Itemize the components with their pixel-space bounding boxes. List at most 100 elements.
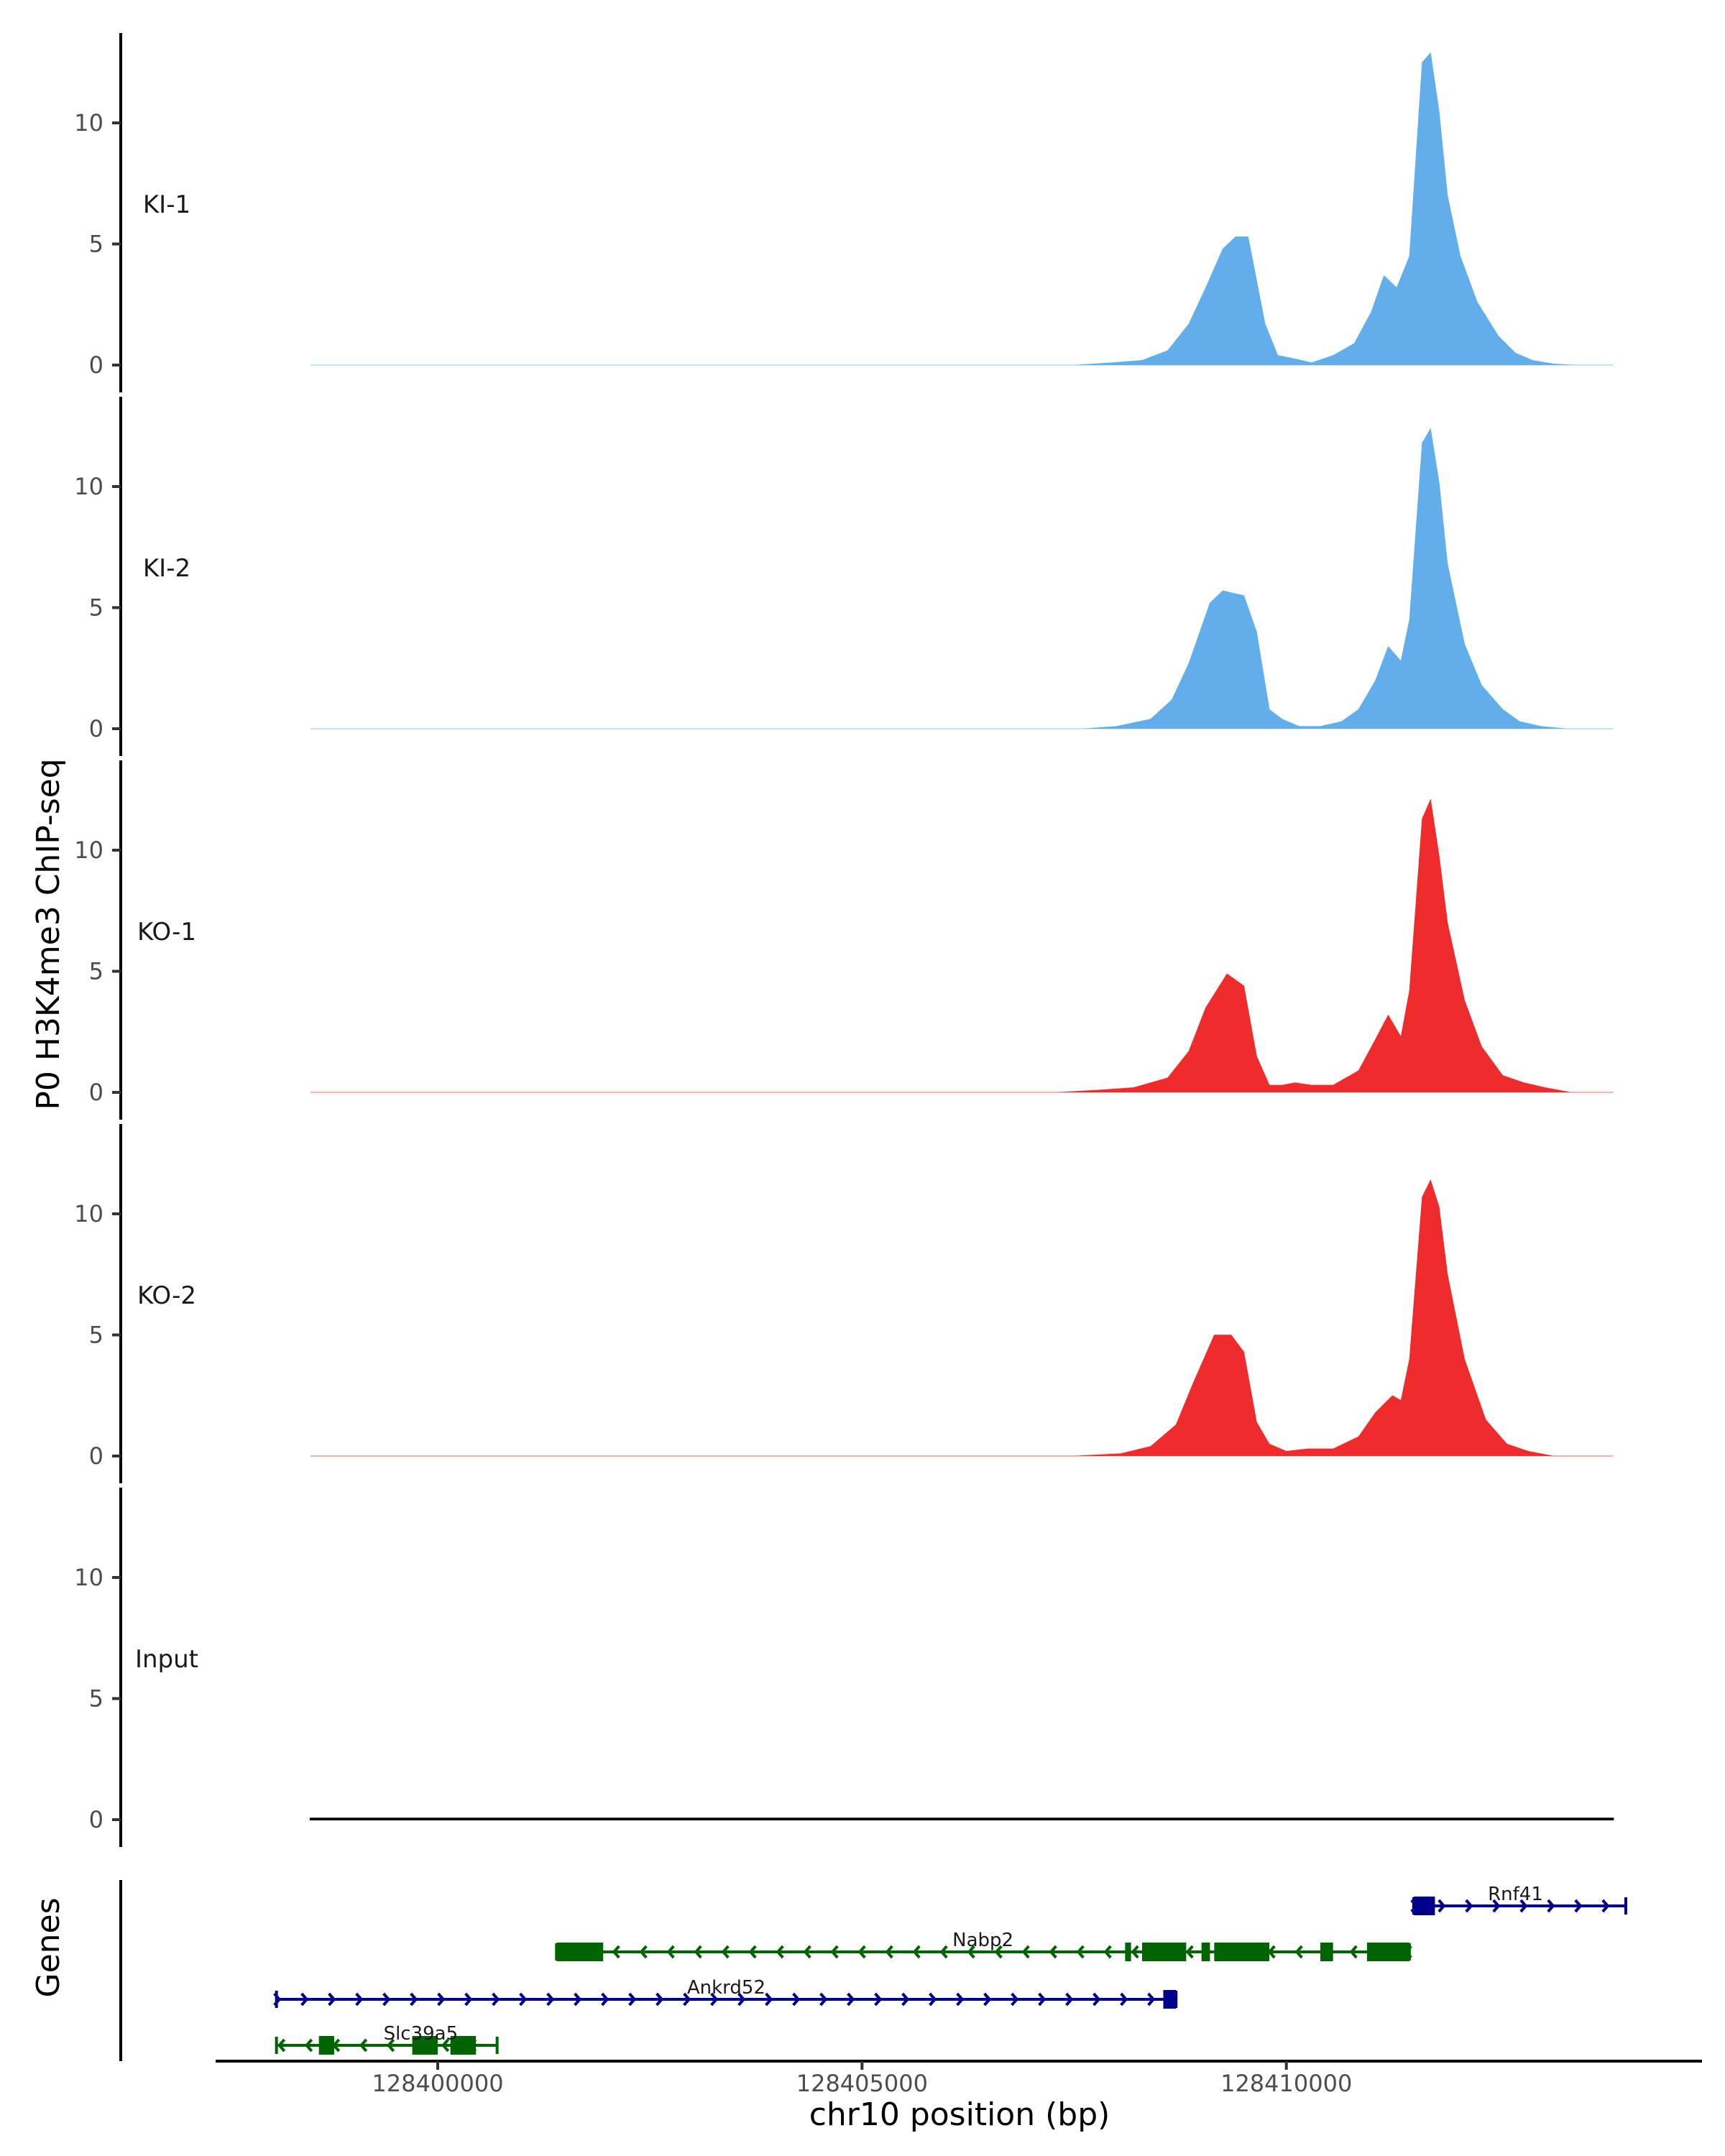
strand-arrow xyxy=(1065,1992,1074,2007)
track-input: 0 5 10 Input xyxy=(74,1488,1614,1847)
strand-arrow xyxy=(1492,1899,1501,1913)
coverage-area-ko-2 xyxy=(310,1179,1614,1457)
track-label: KI-1 xyxy=(143,190,190,219)
strand-arrow xyxy=(1147,1992,1156,2007)
strand-arrow xyxy=(776,1945,784,1959)
strand-arrow xyxy=(830,1945,839,1959)
gene-rnf41: Rnf41 xyxy=(1410,1884,1627,1915)
strand-arrow xyxy=(1185,1945,1194,1959)
strand-arrow xyxy=(847,1992,855,2007)
x-tick-label: 128410000 xyxy=(1220,2070,1352,2097)
strand-arrow xyxy=(355,1992,364,2007)
track-ki-1: 0 5 10 KI-1 xyxy=(74,33,1614,392)
gene-panel-title: Genes xyxy=(30,1897,67,1997)
gene-label: Nabp2 xyxy=(952,1930,1013,1951)
strand-arrow xyxy=(874,1992,883,2007)
y-tick-label: 0 xyxy=(89,1442,104,1470)
strand-arrow xyxy=(721,1945,730,1959)
coverage-area-ki-1 xyxy=(310,52,1614,366)
strand-arrow xyxy=(683,1992,691,2007)
exon-block xyxy=(1214,1943,1270,1961)
y-tick-label: 5 xyxy=(89,594,104,622)
x-tick-label: 128405000 xyxy=(796,2070,928,2097)
strand-arrow xyxy=(803,1945,811,1959)
strand-arrow xyxy=(1349,1945,1358,1959)
y-tick-label: 5 xyxy=(89,1685,104,1713)
strand-arrow xyxy=(1438,1899,1446,1913)
coverage-area-ki-2 xyxy=(310,428,1614,729)
strand-arrow xyxy=(328,1992,336,2007)
exon-block xyxy=(412,2036,438,2055)
y-tick-label: 0 xyxy=(89,1806,104,1833)
exon-block xyxy=(1320,1943,1333,1961)
y-tick-label: 5 xyxy=(89,231,104,258)
exon-block xyxy=(318,2036,334,2055)
exon-block xyxy=(1163,1990,1177,2009)
gene-label: Slc39a5 xyxy=(384,2023,459,2045)
exon-block xyxy=(1430,1897,1435,1915)
strand-arrow xyxy=(792,1992,801,2007)
track-label: KO-1 xyxy=(137,918,196,946)
strand-arrow xyxy=(574,1992,582,2007)
strand-arrow xyxy=(994,1945,1003,1959)
strand-arrow xyxy=(666,1945,675,1959)
strand-arrow xyxy=(304,2038,313,2053)
y-tick-label: 10 xyxy=(74,1200,104,1227)
y-tick-label: 10 xyxy=(74,473,104,500)
strand-arrow xyxy=(885,1945,893,1959)
tracks-layer: 0 5 10 KI-1 0 5 10 KI-2 0 5 10 KO-1 0 5 10 KO-2 0 5 10 Inpu… xyxy=(74,33,1614,1847)
strand-arrow xyxy=(601,1992,610,2007)
exon-block xyxy=(1125,1943,1131,1961)
track-label: Input xyxy=(135,1645,198,1674)
exon-block xyxy=(1366,1943,1409,1961)
y-tick-label: 0 xyxy=(89,1079,104,1106)
y-tick-label: 5 xyxy=(89,958,104,985)
track-label: KI-2 xyxy=(143,554,190,583)
strand-arrow xyxy=(912,1945,921,1959)
y-tick-label: 10 xyxy=(74,837,104,864)
strand-arrow xyxy=(819,1992,828,2007)
y-tick-label: 0 xyxy=(89,351,104,379)
strand-arrow xyxy=(1021,1945,1030,1959)
strand-arrow xyxy=(386,2038,395,2053)
y-tick-label: 10 xyxy=(74,1564,104,1591)
track-ki-2: 0 5 10 KI-2 xyxy=(74,397,1614,756)
strand-arrow xyxy=(492,1992,500,2007)
strand-arrow xyxy=(857,1945,866,1959)
strand-arrow xyxy=(300,1992,309,2007)
track-label: KO-2 xyxy=(137,1281,196,1310)
strand-arrow xyxy=(939,1945,948,1959)
strand-arrow xyxy=(1519,1899,1528,1913)
strand-arrow xyxy=(737,1992,746,2007)
strand-arrow xyxy=(1294,1945,1303,1959)
strand-arrow xyxy=(1574,1899,1583,1913)
track-ko-1: 0 5 10 KO-1 xyxy=(74,760,1614,1120)
strand-arrow xyxy=(1465,1899,1473,1913)
y-tick-label: 0 xyxy=(89,715,104,742)
strand-arrow xyxy=(464,1992,473,2007)
strand-arrow xyxy=(1049,1945,1057,1959)
y-axis-title: P0 H3K4me3 ChIP-seq xyxy=(30,758,67,1110)
strand-arrow xyxy=(359,2038,368,2053)
strand-arrow xyxy=(639,1945,648,1959)
exon-block xyxy=(1201,1943,1210,1961)
coverage-area-ko-1 xyxy=(310,798,1614,1093)
strand-arrow xyxy=(748,1945,757,1959)
gene-annotation-panel: Rnf41 Nabp2 Ankrd52 Slc39a5 xyxy=(119,1880,1627,2061)
exon-block xyxy=(556,1943,604,1961)
exon-block xyxy=(1413,1897,1431,1915)
gene-ankrd52: Ankrd52 xyxy=(273,1977,1178,2009)
strand-arrow xyxy=(1131,1945,1139,1959)
gene-nabp2: Nabp2 xyxy=(555,1930,1412,1961)
strand-arrow xyxy=(546,1992,555,2007)
coverage-area-input xyxy=(309,1818,1614,1820)
gene-slc39a5: Slc39a5 xyxy=(275,2023,499,2055)
strand-arrow xyxy=(710,1992,719,2007)
strand-arrow xyxy=(410,1992,418,2007)
strand-arrow xyxy=(956,1992,965,2007)
strand-arrow xyxy=(1267,1945,1276,1959)
strand-arrow xyxy=(967,1945,975,1959)
strand-arrow xyxy=(656,1992,664,2007)
x-tick-label: 128400000 xyxy=(372,2070,503,2097)
